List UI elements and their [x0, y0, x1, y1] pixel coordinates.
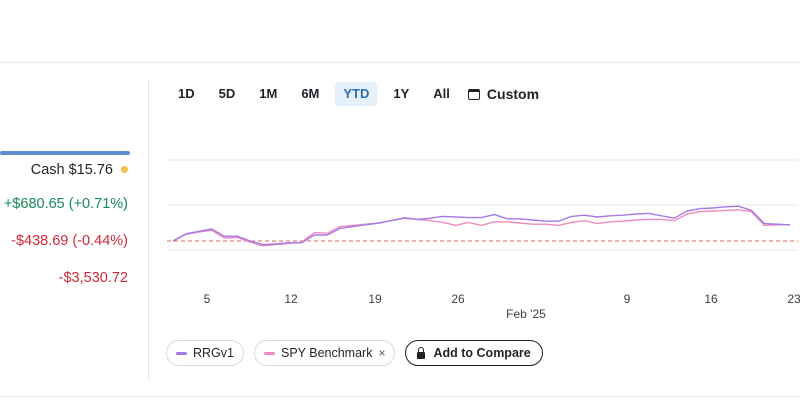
- custom-range-button[interactable]: Custom: [467, 86, 540, 102]
- series-line-rrgv1: [172, 205, 791, 246]
- vertical-divider: [148, 80, 149, 380]
- cash-row: Cash $15.76: [31, 162, 128, 178]
- cash-value: $15.76: [68, 162, 113, 178]
- legend-swatch-rrgv1: [176, 351, 187, 355]
- top-divider: [0, 62, 800, 63]
- custom-label: Custom: [486, 86, 540, 102]
- tab-ytd[interactable]: YTD: [335, 82, 378, 106]
- day-change-value: +$680.65 (+0.71%): [3, 196, 128, 212]
- legend-label-spy: SPY Benchmark: [280, 346, 373, 360]
- legend-swatch-spy: [263, 351, 275, 355]
- legend-item-rrgv1[interactable]: RRGv1: [166, 340, 244, 366]
- calendar-icon: [467, 88, 480, 100]
- x-tick-label: 16: [704, 292, 718, 306]
- x-tick-label: 23: [787, 292, 800, 306]
- bottom-divider: [0, 396, 800, 397]
- x-tick-label: 26: [451, 292, 465, 306]
- x-month-label: Feb '25: [506, 307, 546, 321]
- chart-series: [172, 205, 791, 247]
- chart-x-axis: 5 12 19 26 9 16 23 Feb '25: [204, 292, 800, 321]
- series-line-spy-benchmark: [172, 209, 790, 247]
- chart-grid: [167, 159, 798, 251]
- legend-label-rrgv1: RRGv1: [193, 346, 234, 360]
- chart-legend: RRGv1 SPY Benchmark × Add to Compare: [166, 340, 553, 366]
- tab-all[interactable]: All: [433, 86, 450, 101]
- legend-item-spy-benchmark[interactable]: SPY Benchmark ×: [253, 340, 396, 366]
- cash-status-dot-icon: [121, 165, 128, 173]
- total-change-value: -$438.69 (-0.44%): [11, 233, 128, 249]
- realized-value: -$3,530.72: [58, 270, 128, 286]
- x-tick-label: 9: [624, 292, 631, 306]
- tab-6m[interactable]: 6M: [301, 86, 320, 101]
- remove-benchmark-close-icon[interactable]: ×: [378, 346, 386, 360]
- x-tick-label: 5: [204, 292, 211, 306]
- tab-1m[interactable]: 1M: [259, 86, 278, 101]
- tab-1y[interactable]: 1Y: [393, 86, 410, 101]
- tab-1d[interactable]: 1D: [178, 86, 195, 101]
- cash-progress-bar: [0, 151, 130, 155]
- cash-label: Cash: [30, 162, 65, 178]
- time-range-tabs: 1D 5D 1M 6M YTD 1Y All Custom: [170, 82, 539, 106]
- add-to-compare-label: Add to Compare: [433, 346, 531, 360]
- x-tick-label: 19: [368, 292, 382, 306]
- x-tick-label: 12: [284, 292, 298, 306]
- lock-icon: [417, 346, 426, 359]
- performance-chart[interactable]: 5 12 19 26 9 16 23 Feb '25: [165, 145, 800, 325]
- add-to-compare-button[interactable]: Add to Compare: [405, 340, 543, 366]
- tab-5d[interactable]: 5D: [218, 86, 236, 101]
